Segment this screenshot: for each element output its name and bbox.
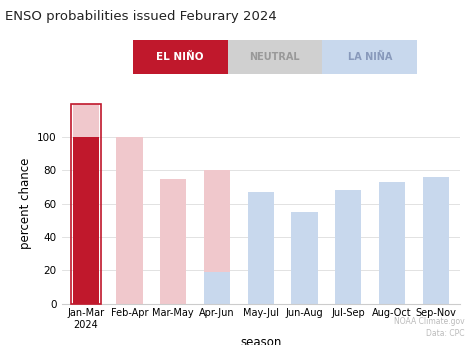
Bar (322, 40, 417, 74)
X-axis label: season: season (240, 336, 282, 345)
Text: NEUTRAL: NEUTRAL (250, 52, 300, 62)
Bar (73, 137, 99, 304)
Bar (133, 40, 228, 74)
FancyBboxPatch shape (133, 40, 417, 74)
Bar (204, 170, 230, 304)
Bar (71, 104, 100, 304)
Bar (335, 190, 361, 304)
Bar (204, 272, 230, 304)
Text: LA NIÑA: LA NIÑA (347, 52, 392, 62)
Bar (116, 137, 143, 304)
Text: EL NIÑO: EL NIÑO (156, 52, 204, 62)
Bar (292, 212, 318, 304)
Y-axis label: percent chance: percent chance (18, 158, 32, 249)
Bar (247, 192, 274, 304)
Text: ENSO probabilities issued Feburary 2024: ENSO probabilities issued Feburary 2024 (5, 10, 276, 23)
Bar (73, 104, 99, 304)
Text: NOAA Climate.gov
Data: CPC: NOAA Climate.gov Data: CPC (394, 317, 465, 338)
Bar (160, 179, 186, 304)
Bar (228, 40, 322, 74)
Bar (379, 182, 405, 304)
Bar (423, 177, 449, 304)
